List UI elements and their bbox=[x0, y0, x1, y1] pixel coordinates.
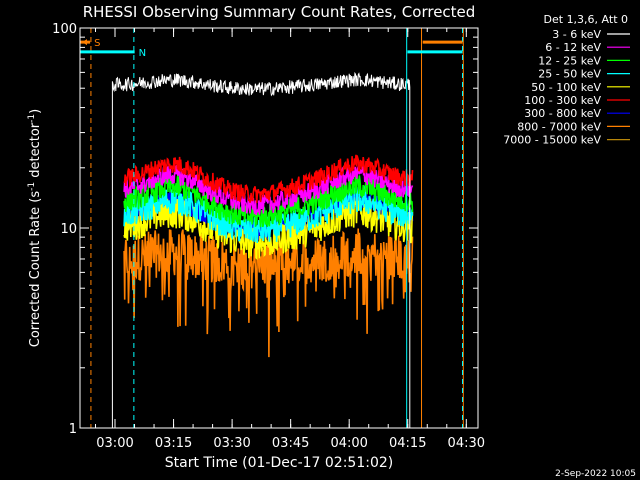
y-tick-label: 10 bbox=[60, 222, 77, 237]
x-tick-label: 03:30 bbox=[213, 436, 250, 451]
axis-layer: 1 10 100 03:00 03:15 03:30 03:45 04:00 04:15 04:3… bbox=[52, 22, 485, 451]
legend-label: 25 - 50 keV bbox=[538, 68, 601, 81]
legend-label: 7000 - 15000 keV bbox=[503, 134, 601, 147]
x-tick-label: 04:15 bbox=[389, 436, 426, 451]
legend-label: 300 - 800 keV bbox=[524, 107, 601, 120]
x-tick-label: 03:00 bbox=[96, 436, 133, 451]
legend-label: 100 - 300 keV bbox=[524, 94, 601, 107]
overlay-layer: SN bbox=[80, 28, 464, 428]
x-tick-label: 03:15 bbox=[155, 436, 192, 451]
legend-header: Det 1,3,6, Att 0 bbox=[544, 13, 628, 26]
series-line-3-6-keV bbox=[111, 71, 411, 428]
flag-label: N bbox=[139, 48, 146, 59]
legend-label: 3 - 6 keV bbox=[552, 28, 601, 41]
legend-label: 6 - 12 keV bbox=[545, 41, 601, 54]
y-tick-label: 1 bbox=[69, 422, 77, 437]
x-axis-label: Start Time (01-Dec-17 02:51:02) bbox=[165, 455, 393, 471]
data-layer bbox=[111, 71, 414, 428]
y-tick-label: 100 bbox=[52, 22, 77, 37]
x-tick-label: 03:45 bbox=[272, 436, 309, 451]
x-tick-label: 04:30 bbox=[448, 436, 485, 451]
legend-label: 800 - 7000 keV bbox=[517, 120, 601, 133]
timestamp: 2-Sep-2022 10:05 bbox=[555, 469, 636, 479]
flag-arrow bbox=[82, 39, 87, 46]
x-tick-label: 04:00 bbox=[330, 436, 367, 451]
chart-title: RHESSI Observing Summary Count Rates, Co… bbox=[83, 3, 476, 21]
series-line-12-25-keV bbox=[123, 174, 414, 228]
flag-label: S bbox=[94, 38, 100, 49]
y-axis-label: Corrected Count Rate (s-1 detector-1) bbox=[27, 109, 43, 347]
legend-label: 12 - 25 keV bbox=[538, 54, 601, 67]
legend-label: 50 - 100 keV bbox=[531, 81, 601, 94]
series-line-100-300-keV bbox=[123, 154, 414, 204]
